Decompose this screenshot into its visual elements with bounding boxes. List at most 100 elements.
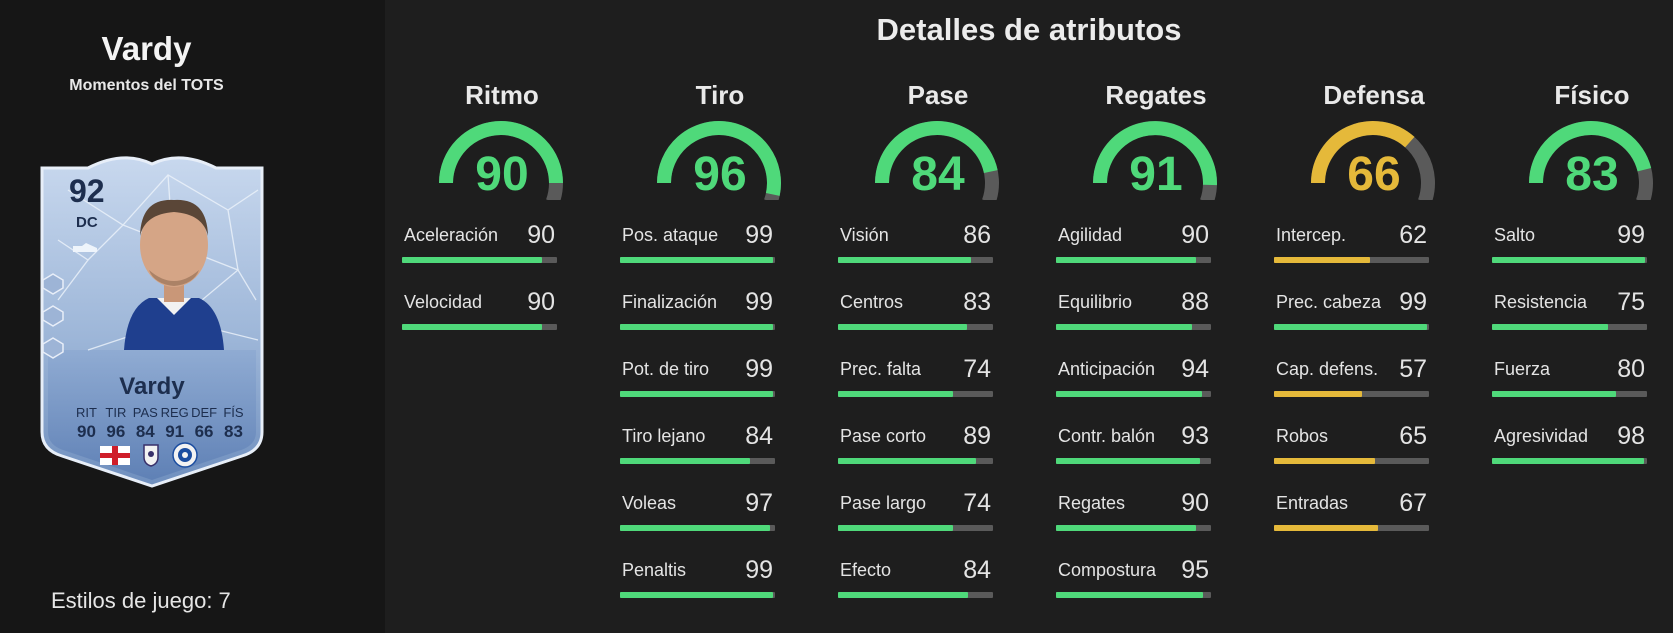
- attribute-bar-fill: [838, 592, 968, 598]
- playstyle-icon: [42, 273, 64, 295]
- attribute-bar: [1274, 257, 1429, 263]
- category-value: 91: [1129, 148, 1183, 201]
- attribute-bar-fill: [1492, 257, 1645, 263]
- attribute-name: Finalización: [622, 292, 718, 312]
- player-card[interactable]: 92 DC Vardy RIT TIR PAS REG DEF FÍS 90 9…: [28, 150, 276, 490]
- attribute-bar: [620, 525, 775, 531]
- attribute-bar: [1492, 458, 1647, 464]
- attribute-value: 97: [745, 489, 773, 517]
- attribute-bar: [1056, 592, 1211, 598]
- attribute-bar: [402, 257, 557, 263]
- player-panel: Vardy Momentos del TOTS: [0, 0, 385, 633]
- attribute-name: Anticipación: [1058, 359, 1156, 379]
- gauge-fill: [1529, 120, 1652, 184]
- attribute-row: Compostura 95: [1056, 556, 1256, 600]
- category-name: Tiro: [695, 80, 745, 110]
- attribute-row: Contr. balón 93: [1056, 422, 1256, 466]
- attribute-bar-fill: [1274, 257, 1370, 263]
- attribute-row: Prec. cabeza 99: [1274, 288, 1474, 332]
- attribute-row: Robos 65: [1274, 422, 1474, 466]
- attribute-bar: [402, 324, 557, 330]
- attribute-bar-fill: [1492, 391, 1616, 397]
- attribute-bar: [1056, 458, 1211, 464]
- category-value: 96: [693, 148, 747, 201]
- attribute-bar: [1492, 324, 1647, 330]
- gauge-fill: [439, 121, 563, 184]
- attribute-bar-fill: [620, 458, 750, 464]
- attribute-name: Agilidad: [1058, 225, 1123, 245]
- category-gauge: [1529, 120, 1653, 200]
- attribute-bar-fill: [1274, 391, 1362, 397]
- attribute-row: Voleas 97: [620, 489, 820, 533]
- attribute-bar-fill: [1274, 324, 1427, 330]
- attribute-name: Centros: [840, 292, 904, 312]
- attribute-bar: [1492, 257, 1647, 263]
- attribute-row: Resistencia 75: [1492, 288, 1673, 332]
- attribute-name: Velocidad: [404, 292, 483, 312]
- attribute-row: Visión 86: [838, 221, 1038, 265]
- category-name: Pase: [907, 80, 969, 110]
- card-stat-label: REG: [160, 405, 189, 420]
- category-value: 84: [911, 148, 965, 201]
- attribute-value: 86: [963, 221, 991, 249]
- attribute-value: 75: [1617, 288, 1645, 316]
- attribute-bar-fill: [838, 257, 971, 263]
- category-gauge: [1311, 121, 1435, 200]
- attribute-name: Resistencia: [1494, 292, 1588, 312]
- attribute-value: 99: [745, 556, 773, 584]
- card-stat-value: 90: [77, 422, 96, 441]
- attribute-name: Pase largo: [840, 493, 927, 513]
- attribute-bar-fill: [1492, 458, 1644, 464]
- card-stat-values: 90 96 84 91 66 83: [72, 422, 248, 442]
- attribute-row: Penaltis 99: [620, 556, 820, 600]
- attribute-row: Centros 83: [838, 288, 1038, 332]
- attribute-value: 80: [1617, 355, 1645, 383]
- attribute-value: 88: [1181, 288, 1209, 316]
- attribute-value: 90: [1181, 489, 1209, 517]
- attribute-bar-fill: [838, 525, 953, 531]
- attribute-bar: [838, 257, 993, 263]
- attribute-bar: [1056, 257, 1211, 263]
- attribute-bar: [838, 391, 993, 397]
- attribute-bar-fill: [838, 324, 967, 330]
- attribute-value: 99: [1617, 221, 1645, 249]
- attribute-name: Regates: [1058, 493, 1126, 513]
- attribute-bar-fill: [402, 257, 542, 263]
- attribute-bar-fill: [1056, 391, 1202, 397]
- attribute-name: Pos. ataque: [622, 225, 719, 245]
- gauge-fill: [1093, 121, 1217, 186]
- attribute-bar-fill: [838, 458, 976, 464]
- card-player-name: Vardy: [119, 373, 185, 400]
- gauge-fill: [657, 121, 781, 196]
- attribute-name: Cap. defens.: [1276, 359, 1379, 379]
- attribute-name: Agresividad: [1494, 426, 1589, 446]
- premier-league-icon: [143, 444, 159, 467]
- attribute-bar: [838, 324, 993, 330]
- category-name: Físico: [1554, 80, 1630, 110]
- attribute-bar: [620, 324, 775, 330]
- attribute-bar: [1274, 525, 1429, 531]
- attribute-value: 84: [963, 556, 991, 584]
- attribute-bar-fill: [620, 391, 773, 397]
- attribute-bar: [838, 458, 993, 464]
- attribute-row: Finalización 99: [620, 288, 820, 332]
- card-rating: 92: [69, 173, 105, 209]
- attribute-value: 74: [963, 355, 991, 383]
- playstyle-icon: [42, 337, 64, 359]
- attribute-bar-fill: [1274, 458, 1375, 464]
- attribute-name: Voleas: [622, 493, 677, 513]
- attribute-bar-fill: [1056, 458, 1200, 464]
- england-flag-icon: [100, 446, 130, 465]
- card-stat-label: FÍS: [223, 405, 244, 420]
- gauge-fill: [1311, 121, 1415, 184]
- card-stat-value: 91: [165, 422, 185, 441]
- attribute-bar: [1274, 324, 1429, 330]
- attribute-name: Visión: [840, 225, 889, 245]
- attribute-bar: [620, 257, 775, 263]
- attribute-value: 57: [1399, 355, 1427, 383]
- attribute-row: Agresividad 98: [1492, 422, 1673, 466]
- playstyle-icon: [42, 305, 64, 327]
- card-stat-value: 96: [106, 422, 126, 441]
- attribute-bar: [1056, 391, 1211, 397]
- attribute-value: 90: [527, 221, 555, 249]
